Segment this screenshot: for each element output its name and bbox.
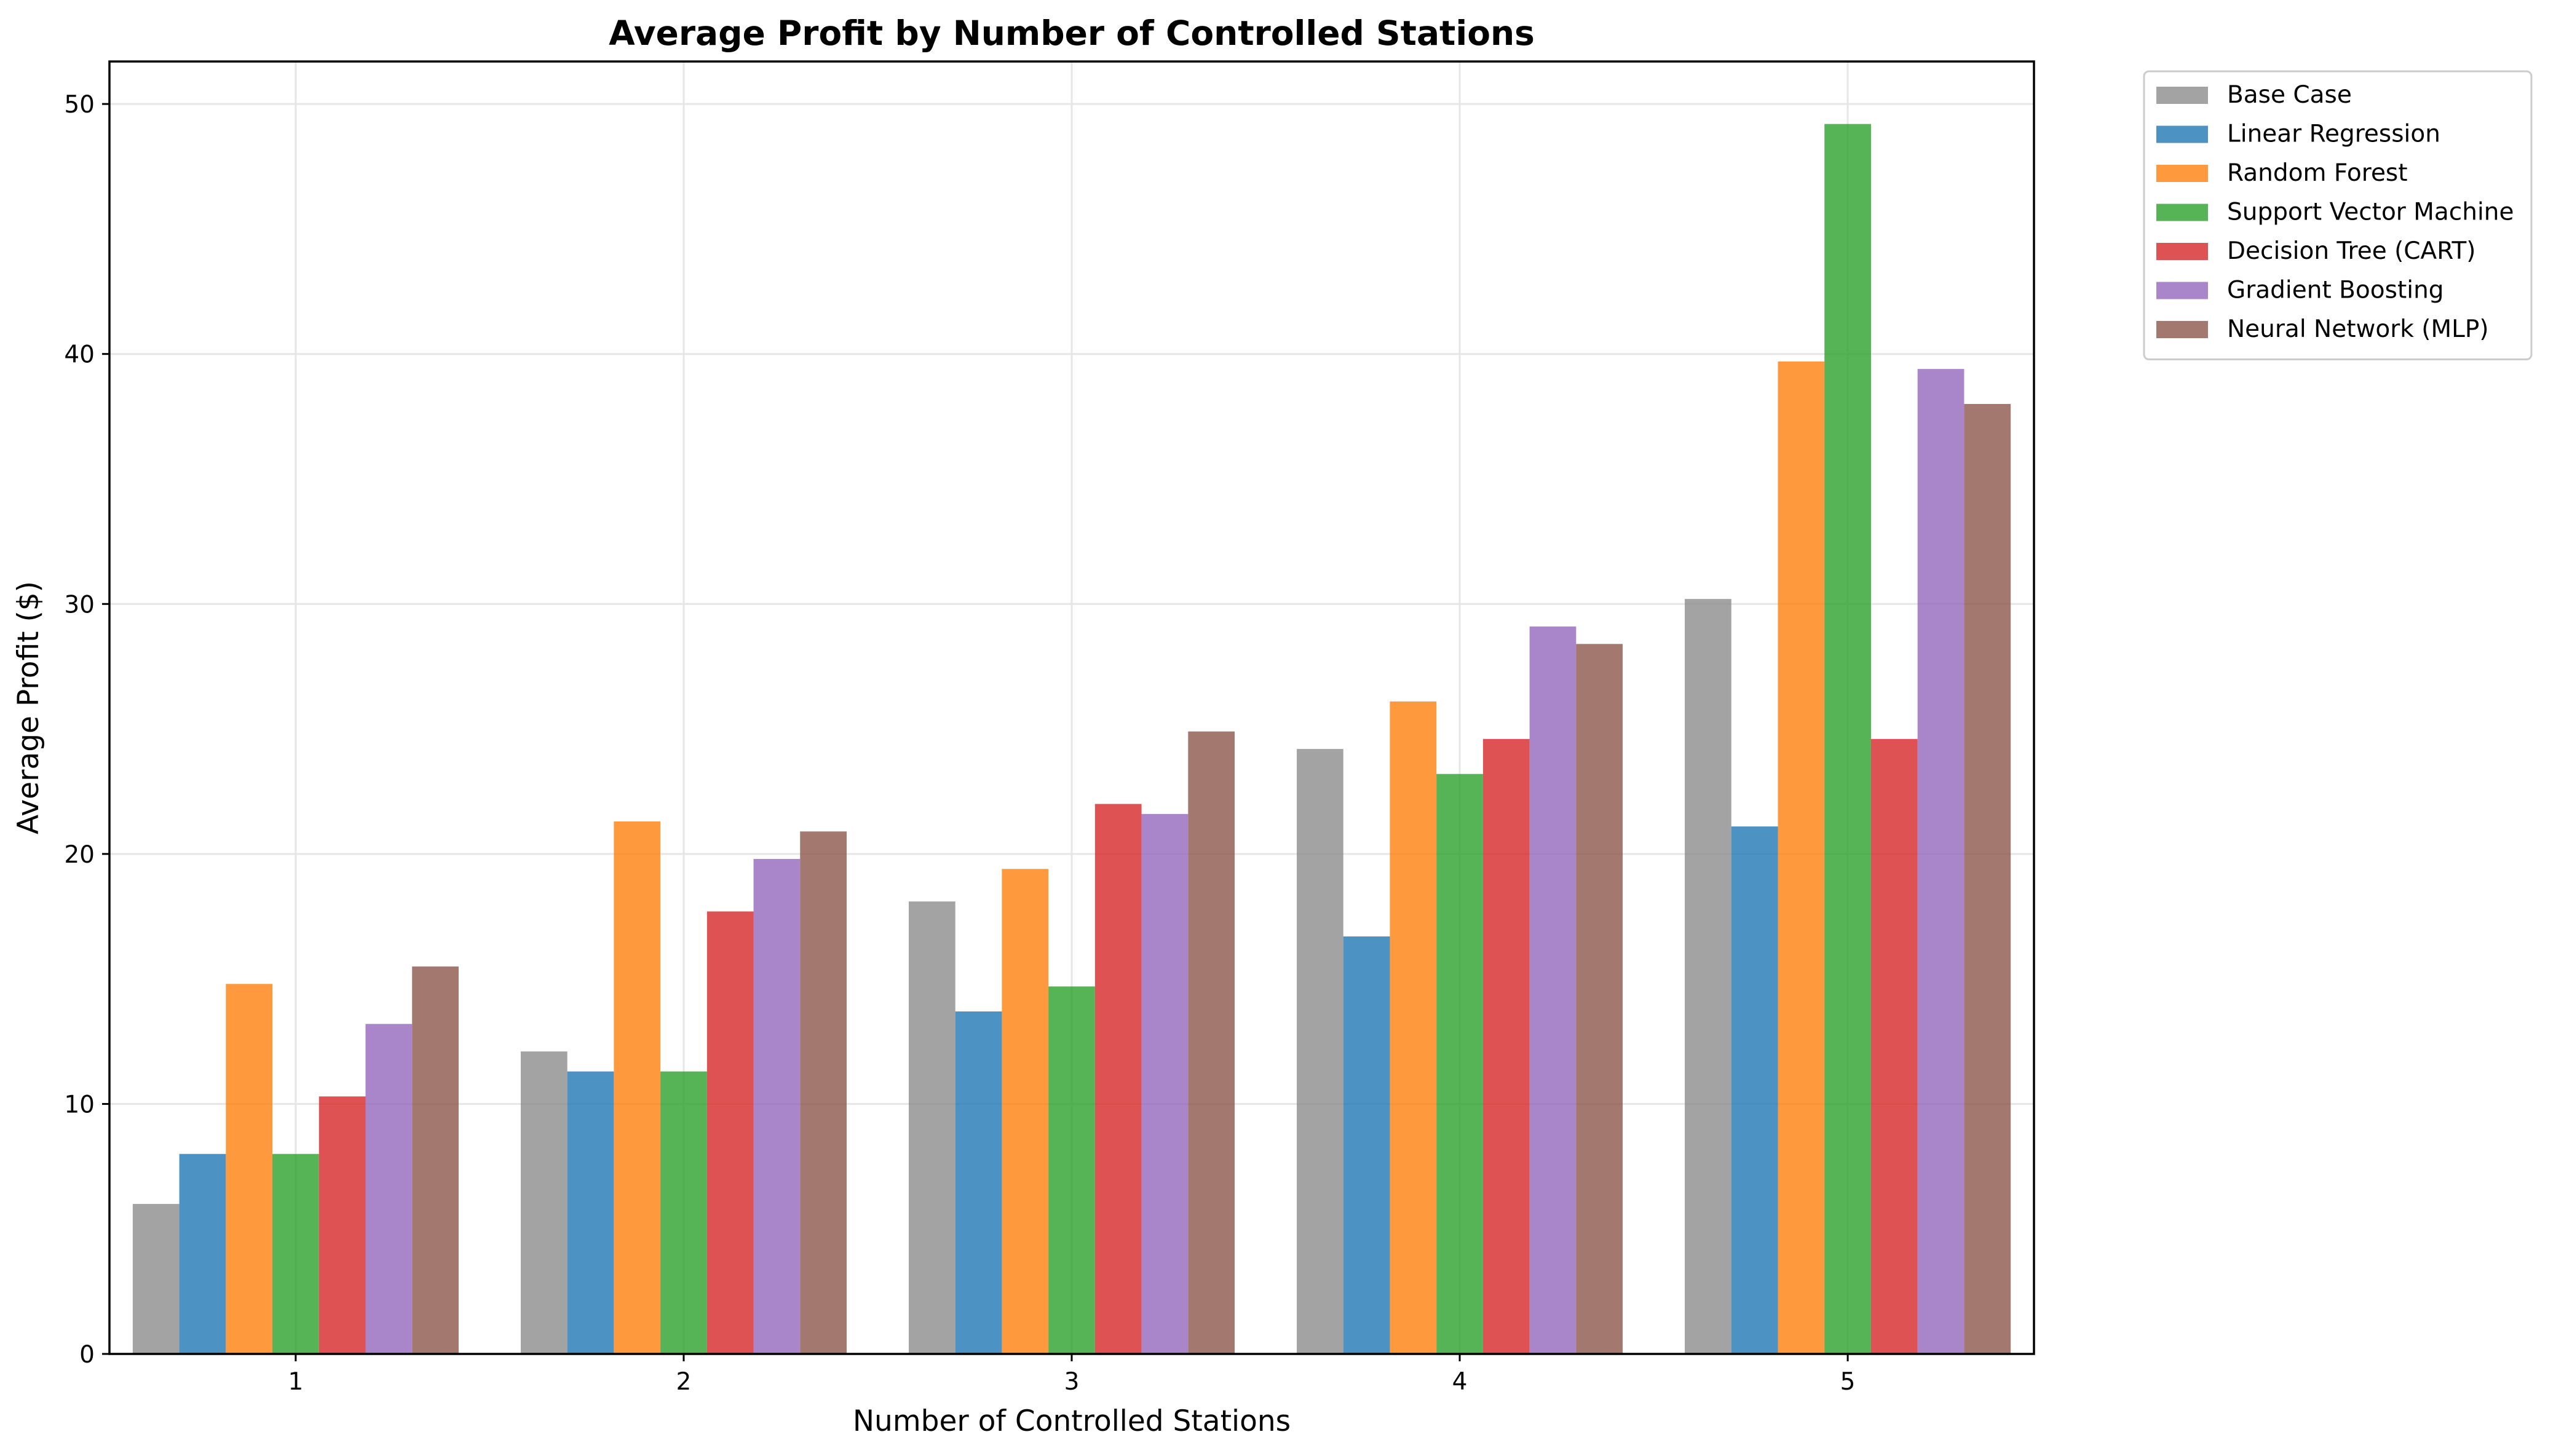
y-tick-label: 30 — [64, 591, 95, 619]
legend-swatch — [2156, 243, 2208, 260]
x-axis-label: Number of Controlled Stations — [853, 1404, 1291, 1438]
bar — [1870, 738, 1918, 1354]
legend-swatch — [2156, 165, 2208, 182]
x-tick-label: 5 — [1840, 1368, 1856, 1396]
bar — [1964, 404, 2011, 1354]
bar — [614, 821, 661, 1354]
bar — [179, 1153, 226, 1354]
bar — [1188, 731, 1235, 1354]
bar — [753, 858, 801, 1354]
y-tick-label: 40 — [64, 341, 95, 369]
bar — [132, 1204, 180, 1354]
legend-label: Decision Tree (CART) — [2227, 237, 2476, 265]
legend-label: Random Forest — [2227, 159, 2408, 187]
bar — [1685, 599, 1731, 1354]
bar — [955, 1011, 1002, 1354]
bar — [908, 901, 956, 1354]
ticks-layer: 0 10 20 30 40 50 1 2 3 4 5 — [64, 91, 1855, 1396]
bar — [706, 911, 754, 1354]
legend-swatch — [2156, 204, 2208, 221]
bar — [1436, 774, 1483, 1354]
bar — [1778, 361, 1825, 1355]
legend-label: Gradient Boosting — [2227, 277, 2444, 304]
legend-label: Base Case — [2227, 81, 2352, 109]
bar — [319, 1096, 366, 1354]
bar — [1343, 936, 1390, 1354]
legend-swatch — [2156, 87, 2208, 104]
bar — [226, 984, 273, 1354]
bar — [1917, 369, 1964, 1354]
bar — [1048, 986, 1095, 1354]
bar — [1576, 644, 1623, 1354]
y-tick-label: 0 — [79, 1341, 95, 1369]
bars-layer — [132, 124, 2011, 1355]
bar — [1297, 749, 1343, 1354]
bar — [1731, 826, 1778, 1354]
y-tick-label: 50 — [64, 91, 95, 119]
legend-label: Linear Regression — [2227, 121, 2440, 148]
legend-box — [2143, 70, 2533, 360]
bar — [1002, 869, 1049, 1354]
bar — [800, 831, 847, 1354]
x-tick-label: 3 — [1064, 1368, 1080, 1396]
legend-items: Base Case Linear Regression Random Forest S… — [2156, 81, 2514, 343]
y-tick-label: 10 — [64, 1091, 95, 1118]
chart-title: Average Profit by Number of Controlled S… — [609, 14, 1535, 53]
x-tick-label: 1 — [288, 1368, 303, 1396]
legend: Base Case Linear Regression Random Forest S… — [2143, 70, 2533, 360]
legend-label: Neural Network (MLP) — [2227, 315, 2489, 343]
bar — [412, 966, 459, 1354]
legend-swatch — [2156, 125, 2208, 143]
bar — [1094, 804, 1142, 1354]
bar — [520, 1051, 568, 1354]
bar — [272, 1153, 319, 1354]
bar — [660, 1071, 707, 1354]
bar — [1482, 738, 1530, 1354]
bar — [1141, 813, 1189, 1354]
x-tick-label: 4 — [1452, 1368, 1468, 1396]
bar — [567, 1071, 614, 1354]
legend-swatch — [2156, 321, 2208, 338]
legend-swatch — [2156, 282, 2208, 299]
y-axis-label: Average Profit ($) — [12, 581, 46, 834]
legend-label: Support Vector Machine — [2227, 199, 2514, 226]
x-tick-label: 2 — [676, 1368, 692, 1396]
bar — [1824, 124, 1871, 1355]
bar — [1529, 626, 1577, 1354]
bar — [365, 1024, 413, 1354]
bar — [1390, 701, 1437, 1354]
y-tick-label: 20 — [64, 841, 95, 869]
